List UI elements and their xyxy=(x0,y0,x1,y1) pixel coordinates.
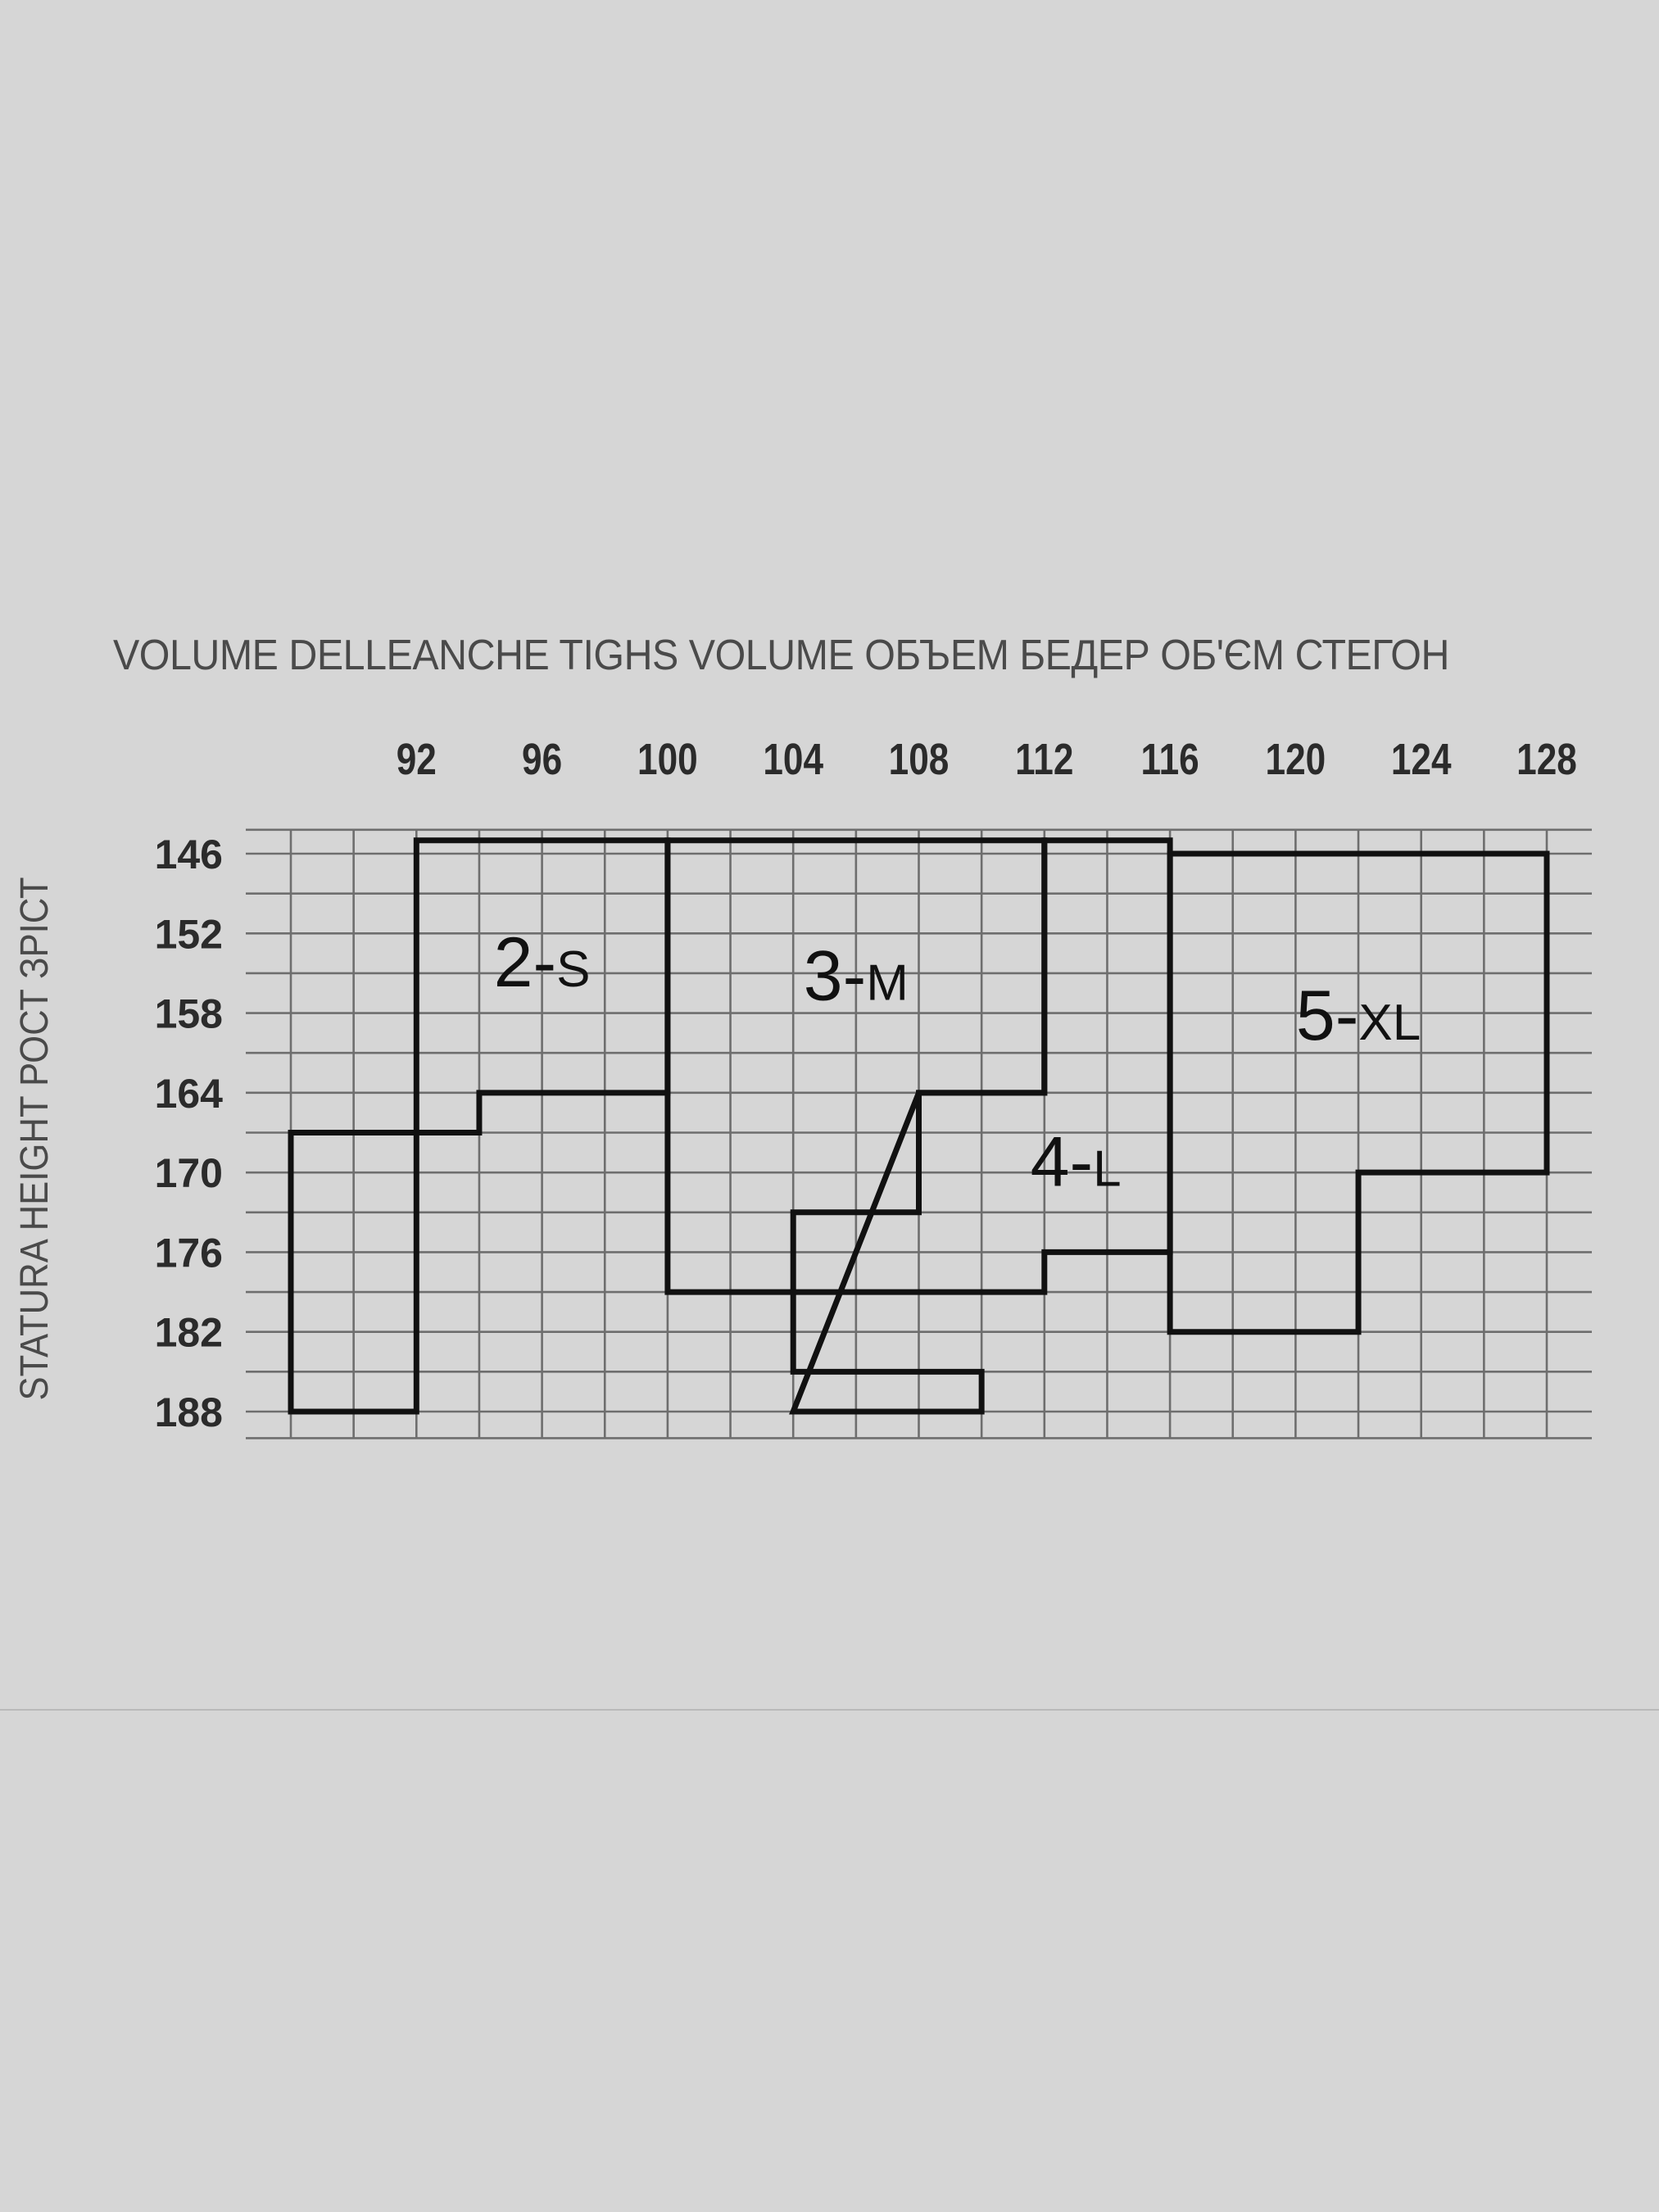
size-letter: L xyxy=(1093,1140,1121,1197)
size-number: 4- xyxy=(1031,1122,1093,1201)
size-region-outline xyxy=(789,837,1173,1415)
x-tick-label: 112 xyxy=(1015,735,1073,784)
x-tick-labels-group: 92 96 100 104 108 112 116 120 124 128 xyxy=(397,735,1577,784)
size-region-label: 3-M xyxy=(804,936,909,1015)
size-letter: XL xyxy=(1358,995,1421,1051)
size-region-outline xyxy=(1167,850,1550,1335)
x-tick-label: 96 xyxy=(522,735,562,784)
y-tick-label: 152 xyxy=(155,911,223,957)
x-tick-label: 104 xyxy=(763,735,823,784)
size-region-labels-group: 2-S 3-M 4-L 5-XL xyxy=(494,923,1421,1201)
size-number: 3- xyxy=(804,936,866,1015)
size-regions-group xyxy=(288,837,1550,1415)
x-tick-label: 100 xyxy=(637,735,698,784)
size-letter: S xyxy=(556,941,590,998)
y-tick-labels-group: 146 152 158 164 170 176 182 188 xyxy=(155,832,224,1435)
y-tick-label: 170 xyxy=(155,1150,223,1196)
size-region-label: 4-L xyxy=(1031,1122,1122,1201)
y-tick-label: 164 xyxy=(155,1071,224,1117)
size-region-label: 5-XL xyxy=(1296,977,1421,1055)
x-tick-label: 116 xyxy=(1140,735,1199,784)
y-tick-label: 176 xyxy=(155,1230,223,1276)
y-axis-title-group: STATURA HEIGHT РОСТ ЗРІСТ xyxy=(11,877,57,1400)
y-tick-label: 146 xyxy=(155,832,223,877)
x-tick-label: 92 xyxy=(397,735,437,784)
chart-header-title: VOLUME DELLEANCHE TIGHS VOLUME ОБЪЕМ БЕД… xyxy=(113,632,1449,679)
x-tick-label: 120 xyxy=(1266,735,1326,784)
size-number: 2- xyxy=(494,923,556,1002)
y-tick-label: 158 xyxy=(155,991,223,1037)
y-tick-label: 182 xyxy=(155,1310,223,1356)
x-tick-label: 108 xyxy=(889,735,950,784)
x-tick-label: 124 xyxy=(1391,735,1452,784)
y-axis-title: STATURA HEIGHT РОСТ ЗРІСТ xyxy=(11,877,57,1400)
size-region-label: 2-S xyxy=(494,923,591,1002)
size-letter: M xyxy=(866,954,909,1011)
size-number: 5- xyxy=(1296,977,1358,1055)
x-tick-label: 128 xyxy=(1516,735,1577,784)
bottom-divider xyxy=(0,1709,1659,1711)
y-tick-label: 188 xyxy=(155,1389,223,1435)
